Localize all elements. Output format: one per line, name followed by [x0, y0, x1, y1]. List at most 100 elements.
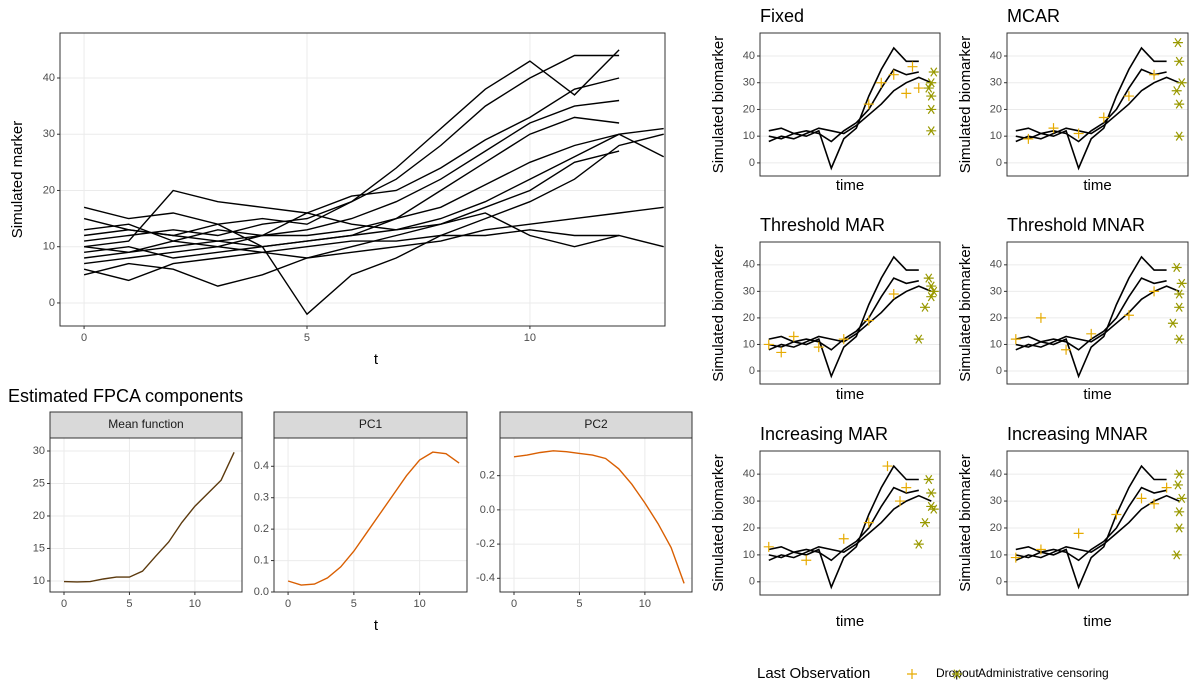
point [1174, 56, 1185, 66]
x-axis-label: time [836, 613, 864, 630]
point [1149, 286, 1160, 297]
y-axis-label: Simulated biomarker [957, 244, 974, 382]
y-tick-label: 10 [743, 130, 755, 142]
x-tick-label: 10 [414, 598, 426, 610]
panel: -0.4 -0.2 0.0 0.2 0 5 10 [476, 438, 692, 610]
series-line [287, 451, 460, 586]
y-tick-label: 0 [749, 365, 755, 377]
x-tick-label: 0 [285, 598, 291, 610]
x-tick-label: 5 [126, 598, 132, 610]
strip-label: PC2 [584, 417, 608, 431]
y-tick-label: 40 [743, 259, 755, 271]
y-axis-label: Simulated biomarker [710, 36, 727, 174]
point [926, 488, 937, 498]
y-tick-label: 15 [33, 542, 45, 554]
point [913, 334, 924, 344]
panel: 0 10 20 30 40 [990, 451, 1188, 595]
panel-title: Threshold MAR [760, 215, 885, 235]
series-line [1015, 76, 1180, 143]
panel-background [1007, 451, 1188, 595]
y-tick-label: 0 [996, 157, 1002, 169]
legend-marker [907, 669, 917, 679]
y-tick-label: 20 [990, 522, 1002, 534]
point [1098, 112, 1109, 123]
y-tick-label: 10 [743, 549, 755, 561]
point [1174, 131, 1185, 141]
point [1171, 550, 1182, 560]
y-tick-label: 40 [990, 468, 1002, 480]
y-tick-label: 0 [749, 157, 755, 169]
point [788, 331, 799, 342]
y-tick-label: 20 [990, 312, 1002, 324]
y-tick-label: 30 [990, 77, 1002, 89]
panel: 0 10 20 30 40 [990, 33, 1188, 176]
series-line [768, 464, 919, 590]
panel: 10 15 20 25 30 0 5 10 [33, 438, 242, 610]
x-axis-label: time [836, 177, 864, 194]
panel-border [759, 450, 941, 596]
panel-background [274, 438, 467, 592]
strip [49, 411, 243, 439]
point [926, 126, 937, 136]
point [1035, 312, 1046, 323]
panel-background [1007, 33, 1188, 176]
point [923, 273, 934, 283]
y-axis-label: Simulated biomarker [710, 244, 727, 382]
y-tick-label: 20 [743, 103, 755, 115]
y-tick-label: 30 [743, 77, 755, 89]
point [813, 342, 824, 353]
series-line [768, 494, 932, 562]
panel-title: Estimated FPCA components [8, 386, 243, 406]
x-tick-label: 10 [639, 598, 651, 610]
point [923, 83, 934, 93]
point [923, 474, 934, 485]
series-line [84, 206, 664, 265]
point [1136, 493, 1147, 504]
panel: 0 10 20 30 40 [990, 242, 1188, 384]
series-line [513, 450, 685, 584]
y-tick-label: 10 [743, 338, 755, 350]
point [863, 517, 874, 528]
panel-background [760, 451, 940, 595]
series-line [83, 212, 664, 248]
y-tick-label: 10 [990, 130, 1002, 142]
point [801, 555, 812, 566]
point [1176, 278, 1187, 289]
y-tick-label: 30 [43, 128, 55, 140]
panel: 0 10 20 30 40 [743, 451, 940, 595]
y-tick-label: 30 [990, 495, 1002, 507]
x-axis-label: time [1083, 177, 1111, 194]
panel-background [1007, 242, 1188, 384]
strip-label: Mean function [108, 417, 183, 431]
point [1086, 328, 1097, 339]
point [1176, 78, 1187, 88]
point [1174, 523, 1185, 533]
series-line [84, 116, 620, 259]
point [1048, 123, 1059, 134]
point [876, 77, 887, 88]
y-tick-label: 10 [33, 575, 45, 587]
x-tick-label: 0 [511, 598, 517, 610]
panel: 0.0 0.1 0.2 0.3 0.4 0 5 10 [254, 438, 467, 610]
point [928, 67, 939, 77]
y-tick-label: 0 [996, 365, 1002, 377]
y-tick-label: 40 [743, 50, 755, 62]
y-tick-label: 0.1 [254, 554, 269, 566]
series-line [84, 133, 665, 254]
panel-background [50, 438, 242, 592]
series-line [83, 150, 620, 287]
panel-border [1006, 450, 1189, 596]
legend-label: Administrative censoring [978, 666, 1109, 680]
point [863, 315, 874, 326]
x-axis-label: t [374, 351, 379, 368]
x-axis-label: time [836, 386, 864, 403]
y-tick-label: 0.3 [254, 492, 269, 504]
y-tick-label: 25 [33, 477, 45, 489]
point [1010, 552, 1021, 563]
point [1161, 482, 1172, 493]
point [1111, 509, 1122, 520]
y-tick-label: 20 [43, 184, 55, 196]
point [1023, 133, 1034, 144]
point [1171, 86, 1182, 96]
